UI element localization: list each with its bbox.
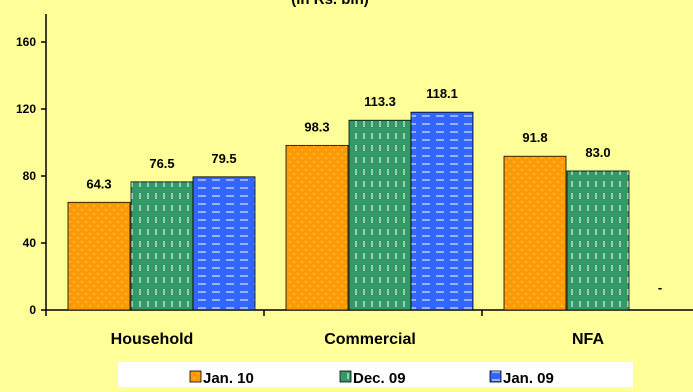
- data-label-jan-09-commercial: 118.1: [426, 86, 458, 101]
- legend-label-jan-10: Jan. 10: [203, 370, 254, 387]
- legend-swatch-dec-09: [339, 370, 352, 383]
- data-label-dec-09-household: 76.5: [149, 156, 174, 171]
- bar-dec-09-nfa: [566, 170, 630, 311]
- y-tick-label: 40: [23, 236, 37, 250]
- data-label-jan-09-nfa: -: [658, 280, 662, 295]
- y-tick-label: 0: [29, 303, 36, 317]
- data-label-dec-09-nfa: 83.0: [585, 145, 610, 160]
- data-label-jan-10-nfa: 91.8: [522, 130, 547, 145]
- legend-swatch-jan-09: [489, 370, 502, 383]
- x-category-label-nfa: NFA: [572, 331, 604, 348]
- y-tick-label: 160: [16, 35, 36, 49]
- bar-jan-10-household: [67, 201, 131, 311]
- legend-label-jan-09: Jan. 09: [503, 370, 554, 387]
- y-tick-label: 80: [23, 169, 37, 183]
- y-tick-label: 120: [16, 102, 36, 116]
- x-category-label-household: Household: [111, 331, 194, 348]
- x-category-label-commercial: Commercial: [324, 331, 416, 348]
- data-label-jan-09-household: 79.5: [211, 151, 236, 166]
- legend-swatch-jan-10: [189, 370, 202, 383]
- bar-jan-10-commercial: [285, 144, 349, 311]
- data-label-dec-09-commercial: 113.3: [364, 94, 396, 109]
- bar-jan-09-commercial: [410, 111, 474, 311]
- bar-jan-09-household: [192, 176, 256, 311]
- data-label-jan-10-commercial: 98.3: [304, 119, 329, 134]
- bar-dec-09-household: [130, 181, 194, 311]
- bar-jan-10-nfa: [503, 155, 567, 311]
- chart-title: (in Rs. bln): [291, 0, 369, 8]
- bar-dec-09-commercial: [348, 119, 412, 311]
- legend-label-dec-09: Dec. 09: [353, 370, 406, 387]
- data-label-jan-10-household: 64.3: [86, 176, 111, 191]
